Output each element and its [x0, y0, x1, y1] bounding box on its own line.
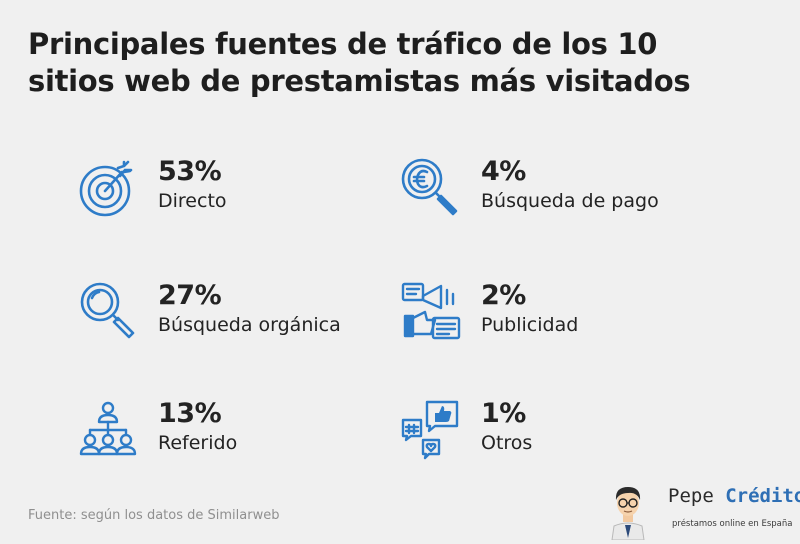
- stat-busqueda-de-pago: 4% Búsqueda de pago: [401, 156, 731, 228]
- social-bubbles-icon: [401, 400, 459, 460]
- stat-label: Búsqueda orgánica: [158, 314, 341, 336]
- stat-label: Directo: [158, 190, 227, 212]
- source-note: Fuente: según los datos de Similarweb: [28, 508, 280, 523]
- stat-directo: 53% Directo: [78, 156, 408, 228]
- stat-value: 2%: [481, 280, 526, 311]
- euro-magnifier-icon: [401, 158, 458, 216]
- brand-name: Pepe Crédito: [668, 485, 800, 507]
- mascot-avatar-icon: [611, 487, 645, 540]
- stat-value: 13%: [158, 398, 222, 429]
- brand-tagline: préstamos online en España: [672, 519, 793, 529]
- stat-publicidad: 2% Publicidad: [401, 280, 731, 352]
- brand-name-second: Crédito: [725, 485, 800, 507]
- stat-value: 27%: [158, 280, 222, 311]
- stat-label: Otros: [481, 432, 533, 454]
- magnifier-icon: [80, 282, 135, 339]
- target-icon: [79, 160, 133, 217]
- stat-label: Publicidad: [481, 314, 579, 336]
- stat-value: 4%: [481, 156, 526, 187]
- stat-value: 53%: [158, 156, 222, 187]
- brand-logo[interactable]: Pepe Crédito préstamos online en España: [608, 482, 800, 542]
- stat-label: Búsqueda de pago: [481, 190, 659, 212]
- stat-label: Referido: [158, 432, 238, 454]
- page-title: Principales fuentes de tráfico de los 10…: [28, 27, 691, 98]
- brand-name-first: Pepe: [668, 485, 726, 507]
- stat-referido: 13% Referido: [78, 398, 408, 470]
- stat-busqueda-organica: 27% Búsqueda orgánica: [78, 280, 408, 352]
- stat-otros: 1% Otros: [401, 398, 731, 470]
- people-network-icon: [79, 401, 137, 456]
- stat-value: 1%: [481, 398, 526, 429]
- megaphone-ads-icon: [401, 282, 461, 340]
